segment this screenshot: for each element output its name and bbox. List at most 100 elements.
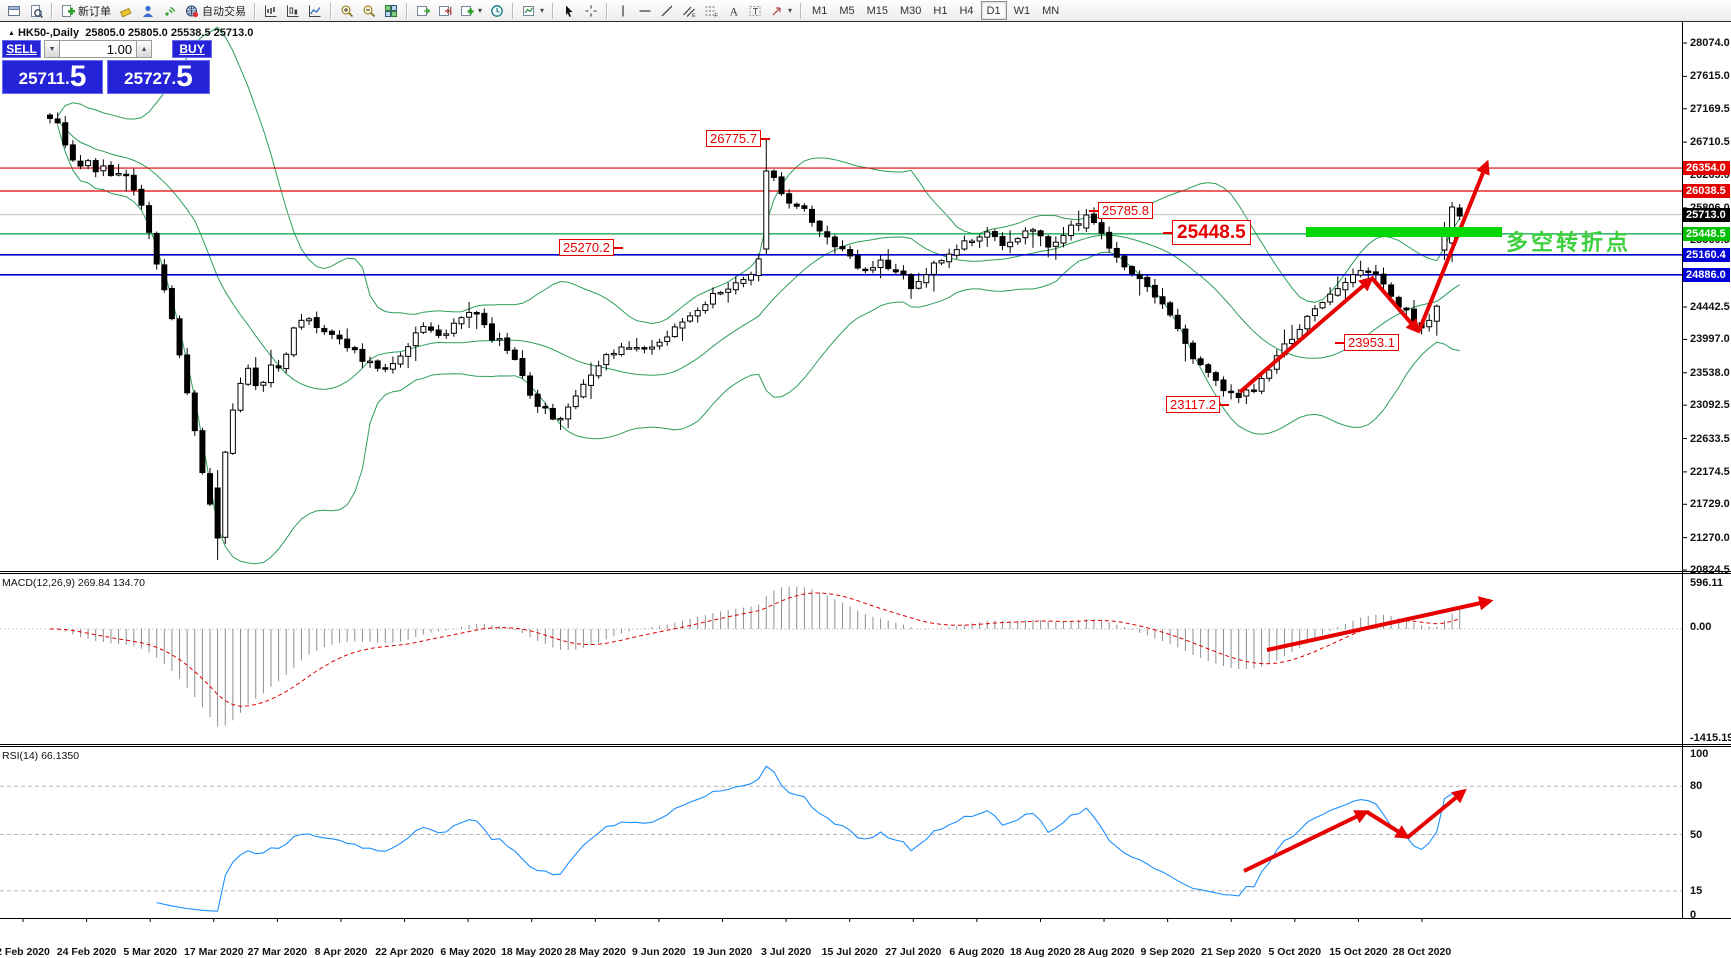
hline-icon (639, 9, 651, 12)
timeframe-M1-button[interactable]: M1 (812, 4, 828, 17)
price-annotation-label[interactable]: 26775.7 (706, 130, 770, 147)
price-axis-label: 21270.0 (1690, 531, 1730, 544)
rsi-axis-label: 0 (1690, 909, 1697, 921)
zoom-in-button[interactable] (336, 0, 358, 21)
date-label: 5 Mar 2020 (123, 946, 178, 958)
trend-arrow[interactable] (1243, 810, 1370, 873)
line-chart-mode-button[interactable] (304, 0, 326, 21)
price-axis-label: 27169.5 (1690, 102, 1730, 115)
new-order-button[interactable]: 新订单 (57, 0, 115, 21)
date-label: 5 Oct 2020 (1268, 946, 1322, 958)
candles-icon (287, 5, 299, 17)
price-badge: 25713.0 (1683, 207, 1730, 222)
price-annotation-label[interactable]: 25785.8 (1089, 202, 1153, 219)
new-order-label: 新订单 (78, 5, 111, 18)
trend-arrow[interactable] (1417, 159, 1490, 332)
volume-value[interactable]: 1.00 (60, 40, 137, 58)
support-zone-bar[interactable] (1306, 227, 1502, 237)
trend-arrows[interactable] (1238, 159, 1494, 873)
toolbar-separator (800, 2, 803, 19)
tline-icon (661, 5, 673, 16)
auto-trading-button[interactable]: 自动交易 (181, 0, 250, 21)
date-label: 17 Mar 2020 (183, 946, 244, 958)
timeframe-M30-button[interactable]: M30 (900, 4, 922, 17)
volume-decrease-button[interactable]: ▼ (44, 40, 61, 58)
price-axis-label: 27615.0 (1690, 70, 1730, 83)
highlighter-button[interactable] (115, 0, 137, 21)
fibo-icon: F (705, 6, 718, 18)
sell-price-main: 25711. (18, 69, 70, 88)
trend-arrow[interactable] (1406, 788, 1467, 839)
date-label: 6 May 2020 (440, 946, 496, 958)
vertical-line-button[interactable] (612, 0, 634, 21)
volume-increase-button[interactable]: ▲ (136, 40, 153, 58)
fibonacci-button[interactable]: F (700, 0, 722, 21)
trend-arrow[interactable] (1238, 276, 1374, 394)
price-annotation-label[interactable]: 23117.2 (1166, 396, 1230, 413)
text-button[interactable]: A (722, 0, 744, 21)
turning-point-annotation[interactable]: 多空转折点 (1506, 230, 1632, 255)
macd-axis-label: 0.00 (1690, 621, 1712, 633)
crosshair-button[interactable] (580, 0, 602, 21)
sell-button[interactable]: SELL (2, 40, 42, 58)
macd-indicator-label: MACD(12,26,9) 269.84 134.70 (2, 577, 146, 589)
horizontal-line-button[interactable] (634, 0, 656, 21)
trend-arrow[interactable] (1266, 596, 1494, 652)
timeframe-H1-button[interactable]: H1 (933, 4, 948, 17)
cursor-button[interactable] (558, 0, 580, 21)
indicators-list-button[interactable]: ▾ (456, 0, 486, 21)
label-anchor-tick (1163, 231, 1172, 234)
timeframe-M15-button[interactable]: M15 (866, 4, 889, 17)
market-watch-button[interactable] (25, 0, 47, 21)
buy-price[interactable]: 25727. 5 (107, 60, 210, 94)
toolbar-separator (512, 2, 515, 19)
magnifier-page-icon (31, 4, 43, 18)
price-annotation-label[interactable]: 23953.1 (1335, 334, 1399, 351)
price-annotation-label[interactable]: 25270.2 (559, 239, 623, 256)
timeframe-W1-button[interactable]: W1 (1013, 4, 1031, 17)
arrows-button[interactable]: ▾ (766, 0, 796, 21)
equidistant-channel-button[interactable]: E (678, 0, 700, 21)
auto-trading-label: 自动交易 (202, 5, 246, 18)
templates-button[interactable]: ▾ (518, 0, 548, 21)
macd-axis-label: -1415.19 (1690, 732, 1731, 744)
price-axis-label: 24442.5 (1690, 301, 1730, 313)
textA-icon: A (730, 4, 739, 18)
sell-price[interactable]: 25711. 5 (2, 60, 103, 94)
price-annotation-label[interactable]: 25448.5 (1163, 220, 1251, 245)
price-axis-label: 22174.5 (1690, 465, 1730, 478)
autoscroll-icon (417, 5, 430, 16)
price-axis-label: 26710.5 (1690, 136, 1730, 149)
auto-scroll-button[interactable] (412, 0, 434, 21)
vline-icon (622, 5, 624, 16)
text-label-button[interactable]: T (744, 0, 766, 21)
rsi-axis-label: 15 (1690, 884, 1703, 897)
timeframe-D1-button[interactable]: D1 (980, 1, 1007, 20)
label-anchor-tick (1220, 403, 1230, 406)
trendline-button[interactable] (656, 0, 678, 21)
bar-chart-mode-button[interactable] (260, 0, 282, 21)
timeframe-MN-button[interactable]: MN (1042, 4, 1060, 17)
new-chart-window-button[interactable] (3, 0, 25, 21)
period-clock-button[interactable] (486, 0, 508, 21)
timeframe-H4-button[interactable]: H4 (959, 4, 974, 17)
candle-chart-mode-button[interactable] (282, 0, 304, 21)
timeframe-M5-button[interactable]: M5 (839, 4, 855, 17)
signals-button[interactable] (159, 0, 181, 21)
trend-arrow[interactable] (1369, 275, 1421, 334)
shapes-icon (772, 6, 781, 15)
price-axis-label: 23538.0 (1690, 366, 1730, 379)
zoom-out-button[interactable] (358, 0, 380, 21)
date-label: 18 Aug 2020 (1010, 946, 1071, 958)
chart-symbol: HK50-,Daily (17, 27, 80, 39)
buy-button[interactable]: BUY (172, 40, 212, 58)
label-anchor-tick (1335, 341, 1344, 344)
community-button[interactable] (137, 0, 159, 21)
chart-shift-button[interactable] (434, 0, 456, 21)
toolbar-separator (330, 2, 332, 19)
eraser-icon (119, 7, 132, 17)
tile-windows-button[interactable] (380, 0, 402, 21)
trend-arrow[interactable] (1365, 810, 1411, 839)
tile-icon (385, 4, 397, 17)
